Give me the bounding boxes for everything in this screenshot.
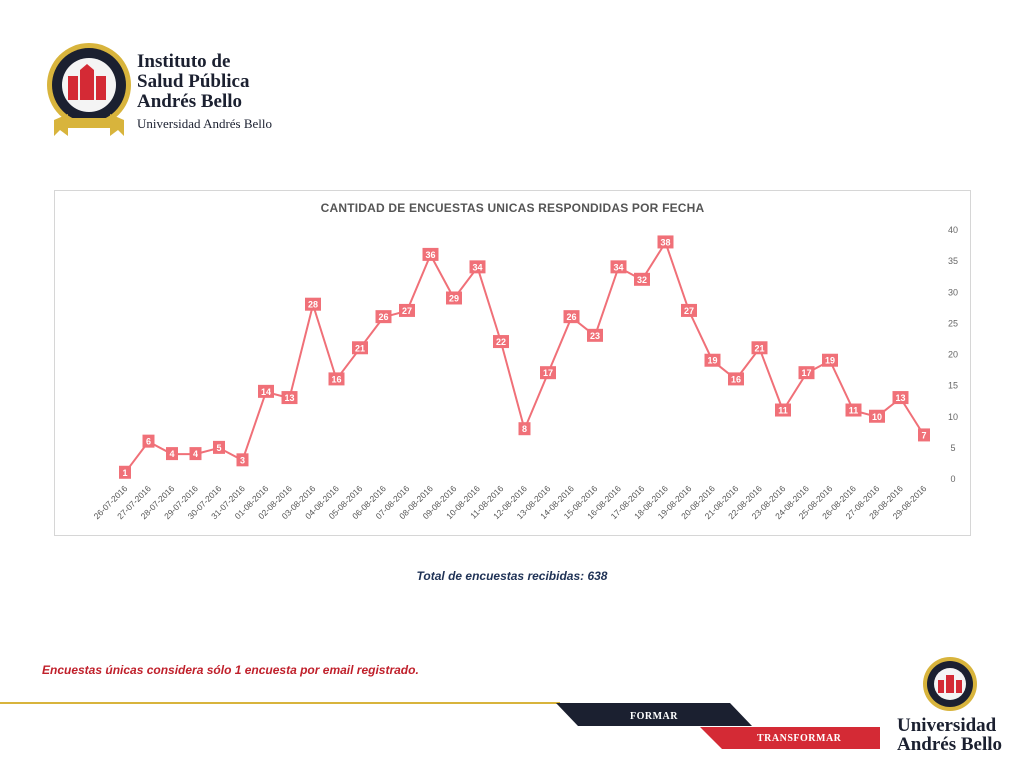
data-label: 21 bbox=[754, 343, 764, 353]
data-point bbox=[189, 447, 202, 461]
data-point bbox=[869, 409, 885, 423]
y-tick-label: 0 bbox=[950, 474, 955, 484]
data-label: 4 bbox=[193, 449, 198, 459]
data-point bbox=[305, 297, 321, 311]
data-label: 13 bbox=[895, 393, 905, 403]
data-point bbox=[798, 366, 815, 380]
university-name: Universidad Andrés Bello bbox=[137, 116, 273, 131]
institute-line-1: Instituto de bbox=[137, 51, 231, 72]
unab-wordmark: Universidad Andrés Bello bbox=[897, 716, 1002, 754]
data-label: 19 bbox=[707, 356, 717, 366]
data-point bbox=[375, 310, 392, 324]
data-label: 27 bbox=[684, 306, 694, 316]
data-label: 23 bbox=[590, 331, 600, 341]
data-label: 3 bbox=[240, 455, 245, 465]
data-point bbox=[142, 434, 155, 448]
data-label: 6 bbox=[146, 437, 151, 447]
data-point bbox=[657, 235, 674, 249]
data-label: 11 bbox=[849, 406, 859, 416]
data-label: 34 bbox=[472, 262, 482, 272]
data-label: 27 bbox=[402, 306, 412, 316]
data-point bbox=[518, 422, 531, 436]
data-point bbox=[610, 260, 627, 274]
data-label: 26 bbox=[378, 312, 388, 322]
data-point bbox=[119, 465, 131, 479]
data-point bbox=[587, 328, 603, 342]
institute-line-3: Andrés Bello bbox=[137, 91, 243, 112]
data-point bbox=[493, 335, 509, 349]
data-point bbox=[328, 372, 345, 386]
data-point bbox=[822, 353, 838, 367]
footer-banner bbox=[0, 702, 880, 749]
data-point bbox=[540, 366, 556, 380]
data-point bbox=[634, 272, 650, 286]
data-label: 32 bbox=[637, 275, 647, 285]
y-tick-label: 30 bbox=[948, 287, 958, 297]
data-label: 4 bbox=[169, 449, 174, 459]
data-label: 10 bbox=[872, 412, 882, 422]
data-label: 1 bbox=[122, 468, 127, 478]
data-point bbox=[918, 428, 930, 442]
data-label: 11 bbox=[778, 406, 788, 416]
y-tick-label: 25 bbox=[948, 318, 958, 328]
data-label: 7 bbox=[921, 430, 926, 440]
data-point bbox=[563, 310, 580, 324]
data-label: 17 bbox=[543, 368, 553, 378]
unab-line-1: Universidad bbox=[897, 715, 997, 736]
y-tick-label: 15 bbox=[948, 381, 958, 391]
unab-logo bbox=[923, 657, 977, 711]
formar-label: FORMAR bbox=[630, 711, 678, 722]
total-surveys: Total de encuestas recibidas: 638 bbox=[416, 569, 608, 583]
data-label: 29 bbox=[449, 293, 459, 303]
data-label: 16 bbox=[731, 374, 741, 384]
data-label: 13 bbox=[284, 393, 294, 403]
data-point bbox=[166, 447, 178, 461]
chart-title: CANTIDAD DE ENCUESTAS UNICAS RESPONDIDAS… bbox=[320, 201, 705, 215]
data-label: 14 bbox=[261, 387, 271, 397]
data-label: 34 bbox=[613, 262, 623, 272]
institute-line-2: Salud Pública bbox=[137, 71, 250, 92]
y-tick-label: 40 bbox=[948, 225, 958, 235]
chart-container: CANTIDAD DE ENCUESTAS UNICAS RESPONDIDAS… bbox=[54, 190, 971, 536]
data-point bbox=[399, 303, 415, 317]
data-point bbox=[751, 341, 768, 355]
data-point bbox=[845, 403, 862, 417]
data-label: 16 bbox=[331, 374, 341, 384]
y-tick-label: 20 bbox=[948, 350, 958, 360]
data-label: 36 bbox=[425, 250, 435, 260]
data-label: 28 bbox=[308, 300, 318, 310]
series-line bbox=[124, 240, 925, 474]
institute-logo bbox=[47, 43, 131, 136]
data-label: 21 bbox=[355, 343, 365, 353]
data-label: 26 bbox=[566, 312, 576, 322]
y-tick-label: 10 bbox=[948, 412, 958, 422]
data-point bbox=[281, 391, 298, 405]
data-label: 17 bbox=[801, 368, 811, 378]
data-label: 19 bbox=[825, 356, 835, 366]
institute-name: Instituto de Salud Pública Andrés Bello … bbox=[137, 52, 272, 132]
data-label: 38 bbox=[660, 237, 670, 247]
y-tick-label: 5 bbox=[950, 443, 955, 453]
data-label: 5 bbox=[216, 443, 221, 453]
data-point bbox=[681, 303, 697, 317]
data-point bbox=[892, 391, 909, 405]
y-tick-label: 35 bbox=[948, 256, 958, 266]
data-label: 22 bbox=[496, 337, 506, 347]
data-label: 8 bbox=[522, 424, 527, 434]
data-point bbox=[728, 372, 744, 386]
data-point bbox=[258, 384, 274, 398]
data-point bbox=[446, 291, 462, 305]
data-point bbox=[213, 440, 225, 454]
footnote: Encuestas únicas considera sólo 1 encues… bbox=[42, 663, 419, 677]
data-point bbox=[469, 260, 486, 274]
data-point bbox=[352, 341, 368, 355]
data-point bbox=[775, 403, 791, 417]
data-point bbox=[704, 353, 721, 367]
data-point bbox=[422, 247, 439, 261]
data-point bbox=[236, 453, 249, 467]
transformar-label: TRANSFORMAR bbox=[757, 733, 842, 744]
unab-line-2: Andrés Bello bbox=[897, 734, 1003, 755]
